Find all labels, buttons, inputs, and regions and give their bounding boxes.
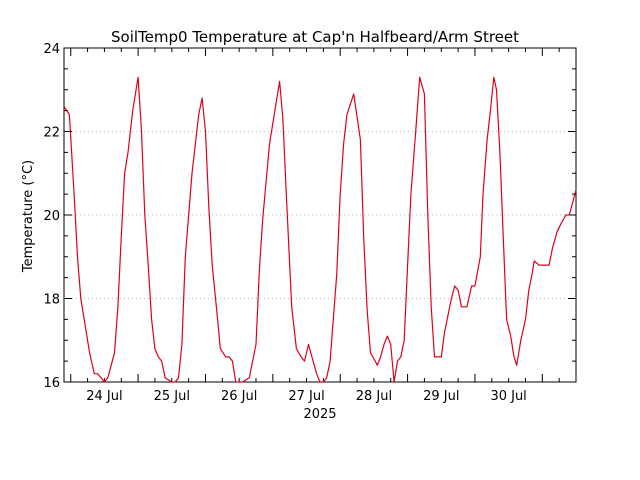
series-line <box>63 76 577 383</box>
x-tick-label: 29 Jul <box>423 389 459 404</box>
x-tick-label: 25 Jul <box>154 389 190 404</box>
y-tick-label: 24 <box>43 42 60 57</box>
y-tick-label: 22 <box>43 126 60 141</box>
y-tick-label: 16 <box>43 376 60 391</box>
x-tick-label: 27 Jul <box>288 389 324 404</box>
y-tick-label: 18 <box>43 293 60 308</box>
y-axis: 16 18 20 22 24 <box>43 42 576 391</box>
series-layer <box>63 76 577 383</box>
x-tick-label: 26 Jul <box>221 389 257 404</box>
y-axis-label: Temperature (°C) <box>21 160 36 273</box>
x-axis-label: 2025 <box>303 407 336 422</box>
chart-title: SoilTemp0 Temperature at Cap'n Halfbeard… <box>111 28 519 46</box>
x-tick-label: 30 Jul <box>490 389 526 404</box>
x-tick-label: 28 Jul <box>356 389 392 404</box>
x-tick-label: 24 Jul <box>86 389 122 404</box>
grid-lines <box>64 131 576 299</box>
x-axis: 24 Jul 25 Jul 26 Jul 27 Jul 28 Jul 29 Jul 30 J… <box>70 48 577 404</box>
y-tick-label: 20 <box>43 209 60 224</box>
